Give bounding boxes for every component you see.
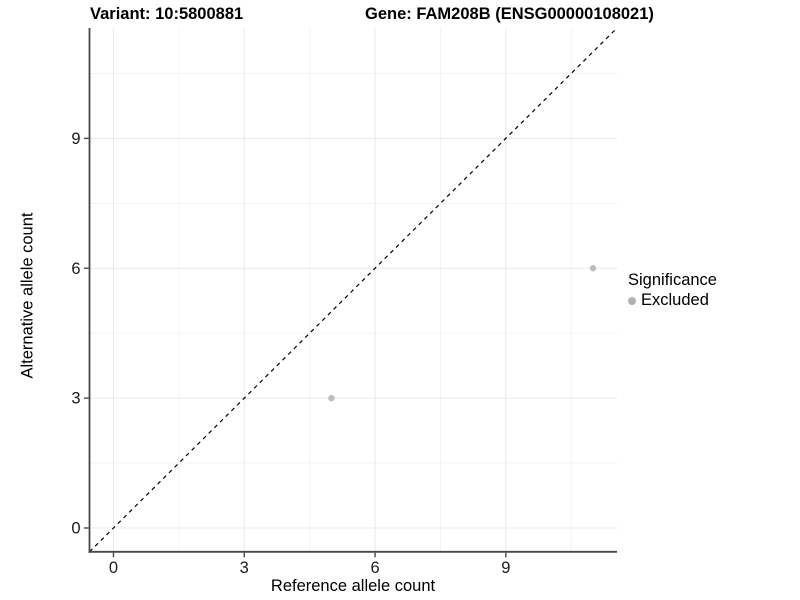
y-axis-label: Alternative allele count: [18, 212, 37, 379]
y-tick-label: 9: [71, 130, 80, 148]
legend-item-excluded: Excluded: [628, 291, 717, 310]
y-tick-label: 6: [71, 260, 80, 278]
identity-line: [89, 27, 618, 553]
data-point: [328, 394, 335, 402]
legend: Significance Excluded: [628, 271, 717, 310]
x-axis-label: Reference allele count: [270, 577, 436, 595]
x-tick-label: 6: [370, 559, 379, 577]
legend-point-swatch: [628, 296, 636, 305]
x-tick-label: 3: [240, 559, 249, 577]
legend-title: Significance: [628, 271, 717, 289]
x-tick-label: 9: [501, 559, 510, 577]
x-tick-label: 0: [109, 559, 118, 577]
legend-item-label: Excluded: [641, 291, 709, 309]
plot-title-gene: Gene: FAM208B (ENSG00000108021): [365, 5, 654, 23]
data-point: [589, 265, 597, 272]
y-tick-label: 3: [71, 390, 80, 408]
y-tick-label: 0: [71, 519, 80, 537]
plot-title-variant: Variant: 10:5800881: [90, 5, 244, 23]
